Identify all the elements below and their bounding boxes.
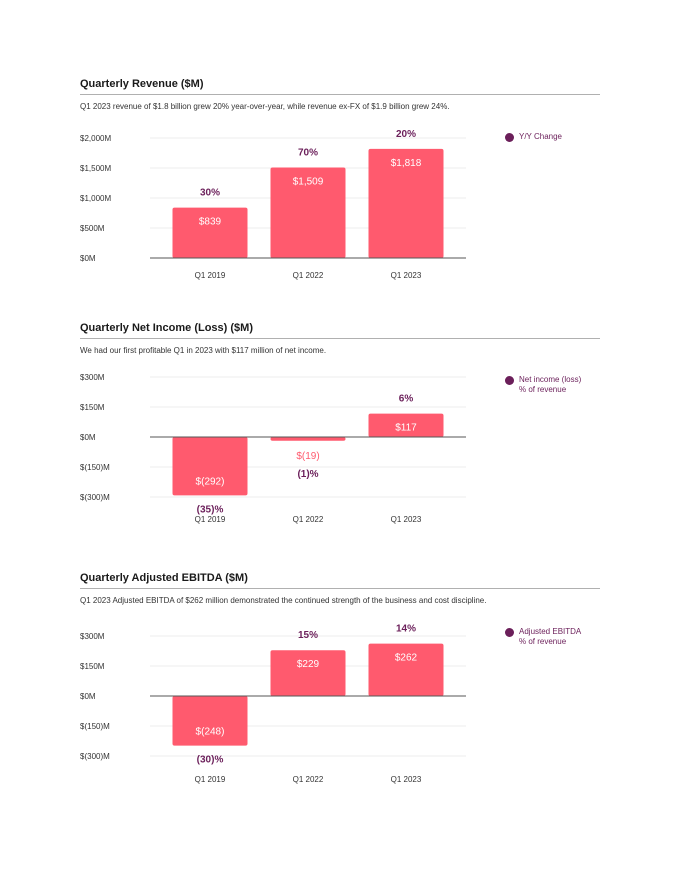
bar-value-label: $1,509 bbox=[293, 176, 324, 187]
chart-legend: Adjusted EBITDA % of revenue bbox=[505, 627, 581, 647]
revenue-chart: $0M $500M $1,000M $1,500M $2,000M $839 30% Q1 2… bbox=[80, 129, 466, 280]
yoy-percent-label: (30)% bbox=[197, 755, 224, 766]
chart-legend: Net income (loss) % of revenue bbox=[505, 375, 581, 395]
x-tick-label: Q1 2019 bbox=[195, 271, 226, 280]
x-tick-label: Q1 2019 bbox=[195, 515, 226, 524]
y-tick-label: $(300)M bbox=[80, 752, 110, 761]
y-tick-label: $1,000M bbox=[80, 194, 111, 203]
bar bbox=[270, 167, 346, 258]
yoy-percent-label: 14% bbox=[396, 624, 416, 635]
bar-value-label: $839 bbox=[199, 217, 222, 228]
x-tick-label: Q1 2023 bbox=[391, 775, 422, 784]
section-title: Quarterly Revenue ($M) bbox=[80, 78, 204, 90]
yoy-percent-label: 6% bbox=[399, 394, 414, 405]
bar-value-label: $1,818 bbox=[391, 158, 422, 169]
x-tick-label: Q1 2019 bbox=[195, 775, 226, 784]
section-title: Quarterly Net Income (Loss) ($M) bbox=[80, 322, 253, 334]
y-tick-label: $150M bbox=[80, 662, 105, 671]
bar-value-label: $(248) bbox=[196, 727, 225, 738]
bar bbox=[270, 437, 346, 441]
adjusted-ebitda-section: Quarterly Adjusted EBITDA ($M) Q1 2023 A… bbox=[80, 572, 600, 784]
bar bbox=[172, 207, 248, 258]
y-tick-label: $500M bbox=[80, 224, 105, 233]
y-tick-label: $300M bbox=[80, 373, 105, 382]
yoy-percent-label: 15% bbox=[298, 630, 318, 641]
x-tick-label: Q1 2023 bbox=[391, 515, 422, 524]
bar bbox=[368, 413, 444, 437]
bar bbox=[368, 643, 444, 696]
net-income-chart: $(300)M$(150)M$0M$150M$300M$(292)(35)%Q1… bbox=[80, 373, 466, 524]
y-tick-label: $(300)M bbox=[80, 493, 110, 502]
bar bbox=[172, 696, 248, 746]
section-divider bbox=[80, 588, 600, 589]
net-income-section: Quarterly Net Income (Loss) ($M) We had … bbox=[80, 322, 600, 524]
bar-value-label: $262 bbox=[395, 653, 418, 664]
bar bbox=[368, 148, 444, 258]
y-tick-label: $(150)M bbox=[80, 722, 110, 731]
bar-value-label: $(19) bbox=[296, 451, 319, 462]
section-divider bbox=[80, 94, 600, 95]
yoy-percent-label: 20% bbox=[396, 129, 416, 140]
bar bbox=[172, 437, 248, 496]
bar-value-label: $(292) bbox=[196, 476, 225, 487]
bar-value-label: $229 bbox=[297, 659, 320, 670]
y-tick-label: $0M bbox=[80, 254, 96, 263]
legend-label: Y/Y Change bbox=[519, 132, 562, 141]
section-subtitle: Q1 2023 Adjusted EBITDA of $262 million … bbox=[80, 596, 487, 605]
x-tick-label: Q1 2022 bbox=[293, 775, 324, 784]
x-tick-label: Q1 2022 bbox=[293, 515, 324, 524]
legend-dot-icon bbox=[505, 628, 514, 637]
revenue-section: Quarterly Revenue ($M) Q1 2023 revenue o… bbox=[80, 78, 600, 280]
y-tick-label: $2,000M bbox=[80, 134, 111, 143]
yoy-percent-label: 30% bbox=[200, 188, 220, 199]
yoy-percent-label: (1)% bbox=[297, 469, 318, 480]
chart-legend: Y/Y Change bbox=[505, 132, 562, 142]
y-tick-label: $150M bbox=[80, 403, 105, 412]
yoy-percent-label: 70% bbox=[298, 147, 318, 158]
adjusted-ebitda-chart: $(300)M $(150)M $0M $150M $300M $(248) (30)% Q1… bbox=[80, 624, 466, 784]
x-tick-label: Q1 2022 bbox=[293, 271, 324, 280]
legend-label: Adjusted EBITDA % of revenue bbox=[519, 627, 582, 646]
y-tick-label: $1,500M bbox=[80, 164, 111, 173]
y-tick-label: $300M bbox=[80, 632, 105, 641]
y-tick-label: $0M bbox=[80, 692, 96, 701]
section-subtitle: Q1 2023 revenue of $1.8 billion grew 20%… bbox=[80, 102, 450, 111]
x-tick-label: Q1 2023 bbox=[391, 271, 422, 280]
section-divider bbox=[80, 338, 600, 339]
legend-dot-icon bbox=[505, 133, 514, 142]
legend-label: Net income (loss) % of revenue bbox=[519, 375, 582, 394]
bar-value-label: $117 bbox=[395, 423, 417, 434]
bar bbox=[270, 650, 346, 696]
legend-dot-icon bbox=[505, 376, 514, 385]
y-tick-label: $(150)M bbox=[80, 463, 110, 472]
yoy-percent-label: (35)% bbox=[197, 504, 224, 515]
y-tick-label: $0M bbox=[80, 433, 96, 442]
section-subtitle: We had our first profitable Q1 in 2023 w… bbox=[80, 346, 327, 355]
section-title: Quarterly Adjusted EBITDA ($M) bbox=[80, 572, 248, 584]
